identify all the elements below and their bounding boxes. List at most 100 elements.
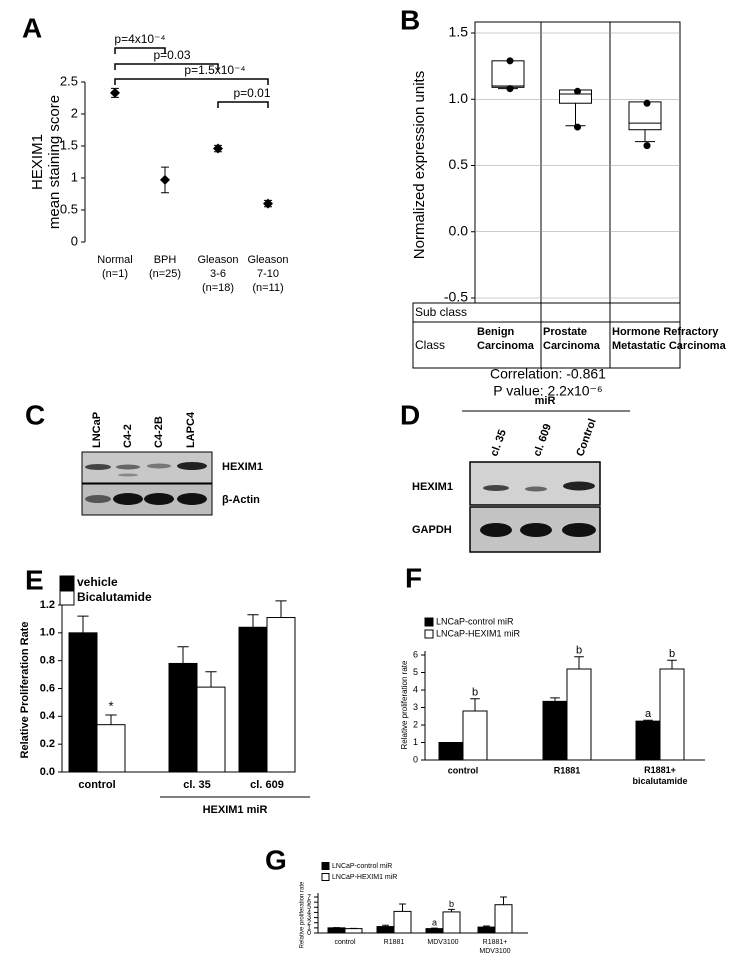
legend-swatch [321, 862, 330, 870]
text-line: Prostate [543, 326, 587, 338]
bar [266, 617, 296, 773]
y-axis-label: Relative proliferation rate [400, 660, 409, 749]
data-point [110, 87, 120, 98]
box [491, 60, 525, 88]
annotation: p=4x10⁻⁴ [114, 32, 165, 46]
annotation: p=1.5x10⁻⁴ [184, 63, 245, 77]
y-tick-label: 1.5 [449, 24, 469, 40]
y-tick-label: 1.2 [40, 599, 55, 611]
text-line: 3-6 [210, 268, 226, 280]
row-label: Sub class [415, 305, 467, 319]
y-tick-label: 2 [413, 719, 418, 729]
text-line: Hormone Refractory [612, 326, 719, 338]
bar [168, 662, 198, 773]
bar [438, 742, 464, 761]
x-tick-label: Normal (n=1) [97, 254, 132, 280]
category-label: Benign Carcinoma [477, 326, 535, 352]
y-tick-label: -0.5 [444, 289, 468, 305]
text-line: (n=18) [202, 282, 234, 294]
panel-label: E [25, 564, 44, 595]
legend-swatch [59, 575, 75, 591]
error-bar [574, 656, 584, 669]
text-line: bicalutamide [632, 776, 687, 786]
data-point [160, 174, 170, 185]
y-tick-label: 2 [307, 920, 311, 927]
group-label: HEXIM1 miR [203, 804, 268, 816]
bar [477, 926, 496, 934]
blot-image [469, 461, 601, 553]
y-tick-label: 4 [307, 909, 311, 916]
bar [659, 668, 685, 761]
bar [462, 710, 488, 761]
legend-swatch [59, 590, 75, 606]
blot-header: miR [535, 395, 556, 407]
panel-label: A [22, 12, 42, 43]
x-tick-label: R1881 [554, 765, 581, 775]
x-tick-label: Gleason 3-6 (n=18) [198, 254, 239, 294]
bracket [114, 47, 166, 54]
text-line: Normal [97, 254, 132, 266]
text-line: Gleason [198, 254, 239, 266]
panel-label: C [25, 399, 45, 430]
x-tick-label: control [448, 765, 479, 775]
lane-label: LNCaP [91, 412, 103, 448]
bar-label: b [472, 686, 478, 698]
bar-label: a [645, 708, 652, 720]
blot-image [81, 451, 213, 516]
data-point [574, 123, 581, 131]
text-line: Benign [477, 326, 515, 338]
y-tick-label: 1 [413, 737, 418, 747]
error-bar [550, 697, 560, 702]
x-tick-label: BPH (n=25) [149, 254, 181, 280]
data-point [643, 142, 651, 150]
data-point [506, 57, 514, 65]
error-bar [177, 646, 189, 664]
data-point [506, 85, 514, 93]
error-bar [667, 659, 677, 669]
row-label: HEXIM1 [222, 461, 263, 473]
bar [393, 910, 412, 934]
data-point [574, 87, 581, 95]
box [628, 101, 662, 131]
lane-label: C4-2 [122, 424, 134, 448]
error-bar [247, 614, 259, 628]
legend-label: LNCaP-HEXIM1 miR [332, 874, 397, 881]
category-label: Hormone Refractory Metastatic Carcinoma [612, 326, 727, 352]
y-tick-label: 5 [307, 904, 311, 911]
error-bar [500, 896, 507, 905]
data-point [213, 143, 223, 154]
text-line: Gleason [248, 254, 289, 266]
bar [542, 700, 568, 761]
x-tick-label: control [334, 939, 355, 946]
bar [635, 720, 661, 761]
y-tick-label: 1 [71, 169, 78, 184]
bar-label: b [669, 648, 675, 660]
bar [494, 904, 513, 934]
bar-label: a [432, 918, 437, 928]
panel-label: D [400, 399, 420, 430]
bar [96, 724, 126, 773]
y-tick-label: 6 [307, 899, 311, 906]
legend-swatch [321, 873, 330, 881]
text-line: R1881+ [483, 939, 508, 946]
text-line: (n=11) [252, 282, 283, 294]
y-axis-label: Relative Proliferation Rate [19, 622, 31, 759]
text-line: (n=25) [149, 268, 181, 280]
data-point [263, 198, 273, 209]
bar [196, 686, 226, 773]
error-bar [275, 600, 287, 618]
text-line: (n=1) [102, 268, 128, 280]
y-tick-label: 0.8 [40, 655, 55, 667]
y-tick-label: 0.2 [40, 738, 55, 750]
y-tick-label: 0 [71, 233, 78, 248]
error-bar [105, 714, 117, 725]
row-label: β-Actin [222, 494, 260, 506]
lane-label: cl. 35 [488, 428, 509, 458]
bracket [114, 78, 269, 85]
text-line: BPH [154, 254, 177, 266]
bar [68, 632, 98, 773]
row-label: HEXIM1 [412, 481, 453, 493]
y-tick-label: 0.4 [40, 710, 56, 722]
data-point [643, 99, 651, 107]
bar [425, 928, 444, 934]
